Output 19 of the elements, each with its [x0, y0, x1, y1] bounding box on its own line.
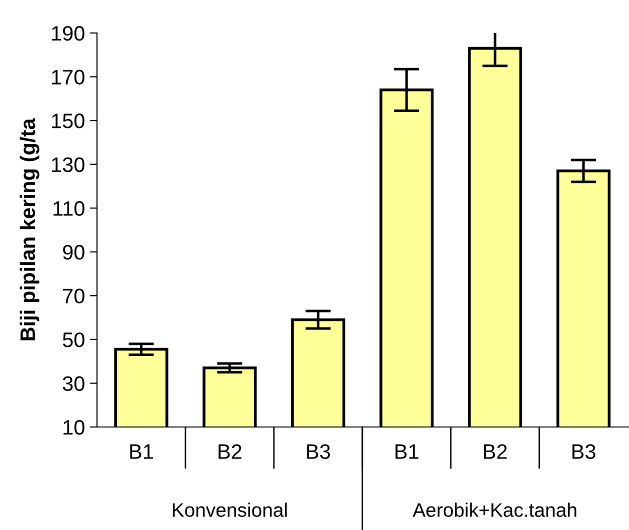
x-tick-label: B2 — [484, 444, 507, 459]
y-tick-label: 170 — [52, 70, 84, 85]
y-tick-label: 110 — [54, 201, 84, 216]
y-axis-title: Biji pipilan kering (g/ta — [20, 118, 40, 340]
text: Aerobik+Kac.tanah — [412, 502, 576, 517]
text: Konvensional — [172, 502, 287, 517]
x-tick-label: B1 — [396, 444, 418, 459]
x-tick-label: B3 — [572, 444, 596, 459]
y-tick-label: 150 — [52, 114, 84, 128]
y-tick-label: 50 — [62, 332, 84, 348]
y-tick-label: 190 — [52, 26, 84, 41]
y-tick-label: 30 — [62, 376, 84, 391]
x-tick-label: B1 — [130, 444, 153, 459]
x-tick-label: B3 — [307, 444, 330, 459]
y-tick-label: 70 — [63, 288, 84, 304]
y-tick-label: 130 — [52, 157, 84, 172]
y-tick-label: 90 — [63, 244, 84, 260]
x-tick-label: B2 — [218, 444, 242, 459]
y-tick-label: 10 — [64, 420, 84, 435]
